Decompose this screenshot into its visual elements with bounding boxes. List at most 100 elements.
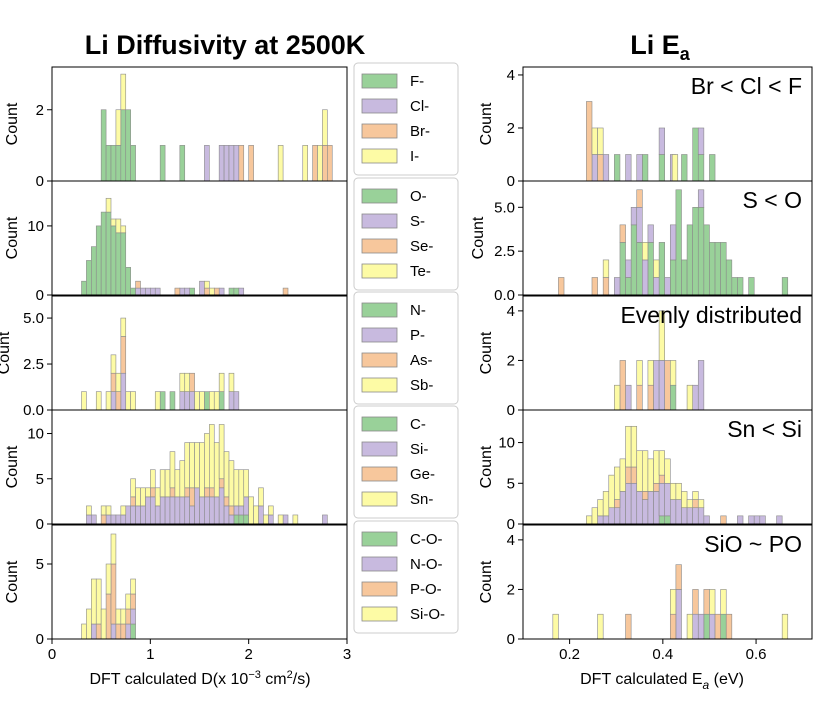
bar-si-0p4880 [703, 515, 710, 525]
chart-title-activation-energy: Li Ea [630, 30, 691, 64]
bar-sb-1p3500 [184, 372, 190, 392]
bar-si-o-0p4160 [669, 589, 677, 615]
legend-frame [353, 520, 459, 634]
bar-cl-0p3200 [625, 154, 632, 182]
bar-si-0p3560 [642, 499, 649, 525]
legend-label-n: N- [410, 302, 426, 319]
bar-p-1p8000 [228, 391, 235, 411]
bar-cl-0p4760 [697, 127, 705, 155]
bar-p-o-0p4280 [675, 564, 682, 590]
bar-sn-0p7000 [120, 505, 127, 516]
bar-cl-1p8000 [228, 145, 235, 182]
bar-f-0p5000 [709, 154, 716, 182]
bar-si-2p2000 [268, 514, 274, 525]
x-axis-label-diffusivity: DFT calculated D(x 10−3 cm2/s) [89, 669, 310, 688]
bar-br-2p6500 [312, 145, 318, 182]
bar-s-0p4760 [697, 189, 705, 208]
bar-o-0p3500 [86, 260, 92, 296]
legend-swatch-si [361, 441, 398, 457]
bar-sn-0p8000 [130, 478, 136, 498]
bar-sn-0p4760 [697, 499, 705, 509]
bar-i-0p7000 [120, 73, 127, 111]
bar-sn-0p3920 [658, 450, 666, 476]
bar-p-o-0p4640 [692, 589, 699, 615]
bar-sn-0p8500 [135, 487, 141, 507]
bar-sb-1p4500 [194, 391, 200, 411]
bar-te-0p6500 [115, 218, 122, 234]
legend-swatch-c-o [361, 531, 398, 547]
bar-o-0p7000 [120, 232, 127, 296]
bar-sn-0p3800 [653, 450, 660, 484]
legend-swatch-p [361, 327, 398, 343]
bar-si-0p5960 [753, 515, 761, 525]
bar-as-0p3680 [647, 384, 654, 411]
bar-si-o-0p5500 [105, 563, 112, 595]
bar-si-0p2960 [614, 507, 621, 525]
legend-swatch-sb [361, 377, 398, 393]
bar-o-0p5120 [714, 242, 721, 296]
bar-te-1p6000 [209, 287, 215, 296]
bar-o-0p3080 [619, 242, 626, 296]
bar-p-o-0p7500 [125, 608, 131, 625]
bar-sn-1p2500 [174, 469, 181, 498]
bar-sn-0p9500 [145, 487, 151, 498]
bar-ge-1p7000 [218, 478, 225, 489]
bar-sn-0p4160 [669, 482, 677, 500]
bar-si-0p4160 [669, 499, 677, 525]
bar-si-1p1000 [159, 496, 166, 525]
bar-si-o-0p5240 [720, 589, 727, 615]
bar-as-0p6500 [115, 391, 122, 411]
bar-ge-1p5500 [204, 487, 210, 498]
y-tick-label: 0 [36, 287, 44, 304]
bar-as-1p4000 [189, 372, 195, 392]
bar-p-0p4640 [692, 384, 699, 411]
bar-i-0p2600 [597, 127, 604, 155]
bar-s-0p3560 [642, 259, 649, 296]
bar-si-1p7000 [218, 487, 225, 525]
bar-cl-1p8500 [233, 145, 240, 182]
bar-sb-0p7000 [120, 317, 127, 337]
legend-label-s: S- [410, 213, 425, 230]
bar-sn-0p2480 [591, 507, 598, 525]
y-tick-label: 5.0 [494, 199, 515, 216]
bar-o-0p3680 [647, 242, 654, 296]
bar-o-0p5500 [105, 211, 112, 296]
bar-sb-0p3920 [658, 310, 666, 361]
bar-se-0p3440 [636, 189, 643, 208]
bar-s-0p4160 [669, 224, 677, 261]
bar-si-o-0p6000 [110, 533, 117, 565]
bar-si-o-0p7000 [120, 608, 127, 625]
xlabel-superscript: 2 [287, 669, 293, 681]
bar-n-1p7000 [218, 391, 225, 411]
bar-n-o-0p5000 [709, 613, 716, 640]
legend-label-cl: Cl- [410, 98, 429, 115]
y-axis-label: Count [4, 102, 21, 145]
bar-sn-0p3320 [630, 425, 638, 468]
bar-ge-0p2960 [614, 499, 621, 509]
y-axis-label: Count [478, 445, 495, 488]
bar-sn-1p6000 [209, 424, 215, 489]
bar-c-o-0p8000 [130, 623, 136, 640]
bar-si-0p9000 [140, 505, 146, 525]
bar-p-0p3200 [625, 384, 632, 411]
bar-s-0p8500 [135, 287, 141, 296]
bar-se-1p6500 [213, 287, 220, 296]
bar-n-o-0p6000 [110, 623, 117, 640]
bar-se-1p5500 [204, 287, 210, 296]
bar-si-0p6000 [110, 514, 117, 525]
bar-f-0p3560 [642, 154, 649, 182]
bar-si-0p5840 [748, 515, 755, 525]
bar-sn-1p0500 [154, 487, 161, 507]
bar-sn-0p3080 [619, 458, 626, 492]
bar-ge-0p5000 [100, 514, 107, 525]
bar-as-0p4040 [664, 360, 671, 411]
bar-sn-1p4000 [189, 442, 195, 489]
bar-s-0p3680 [647, 224, 654, 243]
title-subscript: a [680, 44, 691, 64]
bar-p-o-0p5500 [105, 593, 112, 640]
bar-sn-0p2720 [602, 491, 610, 517]
bar-o-1p8500 [233, 287, 240, 296]
chart-title-diffusivity: Li Diffusivity at 2500K [85, 30, 366, 60]
bar-s-0p3320 [630, 207, 638, 226]
